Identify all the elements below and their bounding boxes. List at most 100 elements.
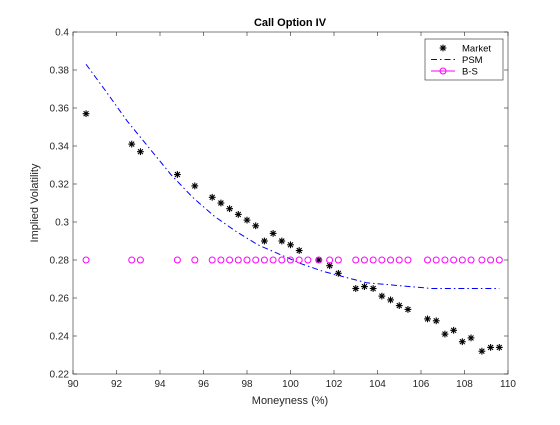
legend-entry: PSM — [431, 55, 483, 66]
market-point — [352, 285, 360, 292]
market-point — [467, 334, 475, 342]
series-market — [82, 110, 503, 355]
legend-entry: Market — [439, 44, 491, 55]
y-tick-label: 0.22 — [50, 370, 70, 381]
bs-point — [278, 256, 286, 264]
market-point — [295, 247, 303, 254]
bs-point — [404, 256, 412, 264]
bs-point — [82, 256, 90, 264]
bs-point — [495, 256, 503, 264]
bs-point — [260, 256, 268, 264]
market-point — [441, 330, 449, 338]
bs-point — [395, 256, 403, 264]
bs-point — [458, 256, 466, 264]
x-tick-label: 96 — [198, 379, 210, 390]
x-tick-label: 100 — [282, 379, 299, 390]
market-point — [387, 296, 394, 304]
y-axis-label: Implied Volatility — [29, 163, 41, 242]
legend-asterisk-swatch — [439, 44, 447, 52]
legend-box — [424, 38, 504, 81]
x-tick-label: 104 — [369, 379, 386, 390]
y-tick-label: 0.32 — [50, 180, 70, 191]
y-tick-label: 0.36 — [50, 104, 70, 115]
bs-point — [226, 256, 234, 264]
y-tick-label: 0.24 — [50, 332, 70, 343]
bs-point — [287, 256, 294, 264]
market-point — [487, 344, 494, 351]
market-point — [234, 211, 242, 218]
legend-label: B-S — [462, 67, 478, 78]
psm-curve — [85, 64, 500, 289]
market-point — [478, 347, 486, 355]
bs-point — [269, 256, 277, 264]
market-point — [261, 237, 268, 245]
y-tick-label: 0.26 — [50, 294, 70, 305]
market-point — [404, 306, 412, 313]
market-point — [369, 285, 377, 292]
bs-point — [352, 256, 360, 264]
bs-point — [208, 256, 216, 264]
chart-title: Call Option IV — [254, 17, 327, 29]
market-point — [458, 338, 466, 346]
market-point — [278, 237, 286, 245]
market-point — [287, 241, 294, 249]
market-point — [191, 182, 199, 190]
bs-point — [252, 256, 260, 264]
plot-area — [73, 32, 508, 374]
bs-point — [315, 256, 323, 264]
market-point — [243, 216, 251, 224]
series-psm — [85, 64, 500, 289]
x-tick-label: 92 — [111, 379, 123, 390]
bs-point — [334, 256, 342, 264]
bs-point — [369, 256, 377, 264]
x-tick-label: 94 — [154, 379, 166, 390]
x-tick-label: 98 — [241, 379, 253, 390]
market-point — [208, 193, 216, 201]
bs-point — [326, 256, 334, 264]
market-point — [450, 326, 458, 334]
bs-point — [304, 256, 312, 264]
y-tick-label: 0.3 — [55, 218, 69, 229]
x-tick-label: 90 — [67, 379, 79, 390]
tick-layer: 90 92 94 96 98 100 102 104 106 108 110 0.22 0.24 0.26… — [50, 28, 517, 391]
legend-entry: B-S — [431, 67, 478, 78]
bs-point — [450, 256, 458, 264]
market-point — [361, 283, 368, 290]
market-point — [432, 317, 440, 325]
bs-point — [360, 256, 368, 264]
market-point — [395, 302, 403, 309]
market-point — [378, 292, 386, 300]
bs-point — [128, 256, 136, 264]
market-point — [252, 222, 260, 230]
market-point — [269, 230, 277, 237]
x-tick-label: 110 — [500, 379, 516, 390]
bs-point — [478, 256, 486, 264]
bs-point — [136, 256, 144, 264]
bs-point — [441, 256, 449, 264]
y-tick-label: 0.28 — [50, 256, 70, 267]
series-b-s — [82, 256, 503, 264]
legend-label: PSM — [462, 55, 483, 66]
market-point — [174, 171, 181, 178]
bs-point — [487, 256, 495, 264]
bs-point — [243, 256, 251, 264]
x-axis-label: Moneyness (%) — [252, 395, 328, 407]
y-tick-label: 0.34 — [50, 142, 70, 153]
market-point — [315, 256, 323, 264]
x-tick-label: 102 — [326, 379, 343, 390]
market-point — [226, 205, 233, 213]
legend-label: Market — [462, 44, 491, 55]
x-tick-label: 106 — [413, 379, 430, 390]
series-layer — [82, 64, 503, 355]
bs-point — [191, 256, 199, 264]
bs-point — [424, 256, 432, 264]
market-point — [128, 140, 136, 148]
x-tick-label: 108 — [456, 379, 473, 390]
bs-point — [173, 256, 181, 264]
bs-point — [234, 256, 242, 264]
bs-point — [378, 256, 386, 264]
legend-circle-swatch — [439, 67, 447, 75]
bs-point — [295, 256, 303, 264]
